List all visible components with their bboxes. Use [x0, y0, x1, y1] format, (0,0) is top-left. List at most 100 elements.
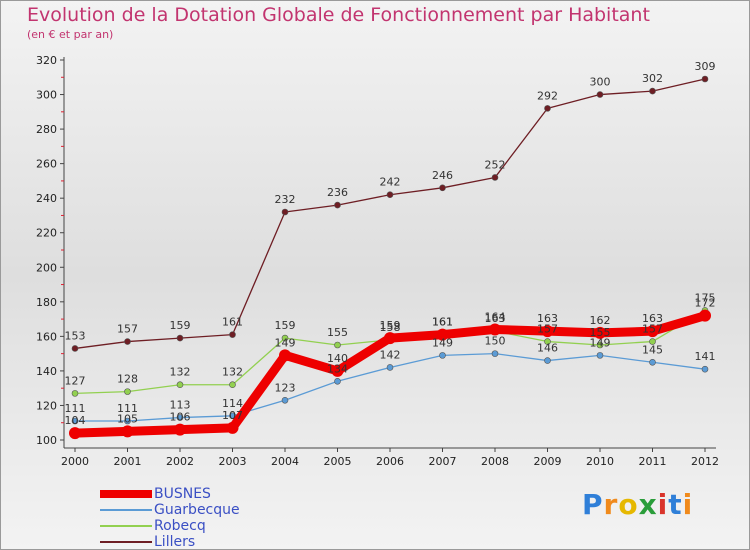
data-label-lillers: 292	[537, 89, 558, 102]
data-label-lillers: 161	[222, 316, 243, 329]
data-point-guarbecque	[649, 358, 656, 366]
data-point-robecq	[71, 390, 79, 397]
data-point-lillers	[281, 208, 289, 216]
legend-label-guarbecque: Guarbecque	[154, 502, 240, 518]
data-point-busnes	[226, 421, 239, 434]
data-label-guarbecque: 111	[117, 402, 138, 415]
data-label-busnes: 106	[170, 411, 191, 424]
y-tick-label: 180	[36, 296, 57, 309]
data-label-robecq: 159	[275, 319, 296, 332]
data-label-guarbecque: 149	[590, 336, 611, 349]
data-point-lillers	[491, 174, 499, 181]
y-tick-label: 100	[36, 434, 57, 447]
logo-letter: P	[582, 488, 604, 521]
data-label-lillers: 157	[117, 323, 138, 336]
labels-guarbecque: 111 111 113 114 123 134 142 149 150 146 149 145 141	[65, 335, 716, 415]
x-tick-label: 2012	[691, 455, 719, 468]
data-label-guarbecque: 150	[485, 335, 506, 348]
legend-swatch-guarbecque	[100, 509, 152, 511]
x-tick-label: 2009	[534, 455, 562, 468]
data-label-robecq: 163	[485, 312, 506, 325]
data-label-lillers: 236	[327, 186, 348, 199]
data-label-lillers: 159	[170, 319, 191, 332]
data-label-robecq: 158	[380, 321, 401, 334]
series-line-lillers	[74, 78, 706, 350]
data-point-lillers	[71, 345, 79, 352]
y-tick-label: 300	[36, 89, 57, 102]
chart-title: Evolution de la Dotation Globale de Fonc…	[27, 4, 650, 26]
data-point-robecq	[281, 334, 289, 342]
data-point-lillers	[439, 184, 446, 192]
x-tick-label: 2000	[61, 455, 89, 468]
data-point-busnes	[384, 332, 396, 345]
logo-letter: i	[657, 488, 669, 521]
x-tick-label: 2001	[114, 455, 142, 468]
data-point-robecq	[544, 338, 551, 345]
legend-label-busnes: BUSNES	[154, 486, 211, 502]
data-label-busnes: 163	[537, 312, 558, 325]
data-point-guarbecque	[491, 350, 499, 357]
x-tick-label: 2005	[324, 455, 352, 468]
chart-subtitle: (en € et par an)	[27, 28, 114, 41]
legend-swatch-busnes	[100, 490, 152, 498]
series-busnes	[69, 309, 711, 440]
legend-item-busnes: BUSNES	[100, 486, 240, 502]
data-label-busnes: 161	[432, 316, 453, 329]
data-label-lillers: 242	[380, 176, 401, 189]
data-label-lillers: 300	[590, 76, 611, 89]
data-label-lillers: 252	[485, 158, 506, 171]
data-label-robecq: 161	[432, 316, 453, 329]
data-point-busnes	[489, 323, 501, 336]
data-label-guarbecque: 146	[537, 342, 558, 355]
data-point-robecq	[229, 381, 236, 389]
data-point-guarbecque	[229, 412, 236, 420]
data-label-robecq: 155	[327, 326, 348, 339]
data-point-robecq	[124, 388, 131, 395]
data-point-lillers	[124, 338, 131, 345]
data-point-guarbecque	[544, 357, 551, 364]
legend-swatch-lillers	[100, 541, 152, 543]
data-point-guarbecque	[281, 396, 289, 404]
legend-item-robecq: Robecq	[100, 518, 240, 534]
data-point-guarbecque	[439, 352, 446, 359]
data-label-lillers: 302	[642, 72, 663, 85]
data-point-lillers	[176, 334, 184, 342]
series-guarbecque	[71, 350, 709, 425]
y-tick-label: 260	[36, 158, 57, 171]
data-point-guarbecque	[386, 364, 394, 371]
data-label-lillers: 246	[432, 169, 453, 182]
labels-lillers: 153 157 159 161 232 236 242 246 252 292 300 302 309	[65, 60, 716, 342]
data-label-guarbecque: 111	[65, 402, 86, 415]
data-point-lillers	[596, 91, 604, 98]
data-label-busnes: 159	[380, 319, 401, 332]
data-point-robecq	[596, 341, 604, 349]
y-tick-label: 280	[36, 123, 57, 136]
data-label-lillers: 153	[65, 329, 86, 342]
legend-item-lillers: Lillers	[100, 534, 240, 550]
data-label-guarbecque: 134	[327, 362, 348, 375]
y-tick-label: 220	[36, 227, 57, 240]
data-label-guarbecque: 114	[222, 397, 243, 410]
y-tick-label: 120	[36, 399, 57, 412]
x-tick-label: 2011	[639, 455, 667, 468]
logo-letter: x	[638, 488, 658, 521]
x-tick-label: 2003	[219, 455, 247, 468]
data-label-busnes: 104	[65, 414, 86, 427]
data-label-robecq: 132	[222, 366, 243, 379]
data-label-busnes: 149	[275, 336, 296, 349]
data-label-guarbecque: 149	[432, 336, 453, 349]
data-point-busnes	[594, 326, 606, 339]
data-point-busnes	[174, 423, 186, 436]
data-label-busnes: 163	[642, 312, 663, 325]
x-tick-label: 2004	[271, 455, 299, 468]
data-label-robecq: 127	[65, 374, 86, 387]
data-label-robecq: 132	[170, 366, 191, 379]
legend-item-guarbecque: Guarbecque	[100, 502, 240, 518]
data-point-busnes	[541, 325, 554, 338]
data-point-busnes	[331, 364, 344, 377]
logo-letter: i	[682, 488, 694, 521]
